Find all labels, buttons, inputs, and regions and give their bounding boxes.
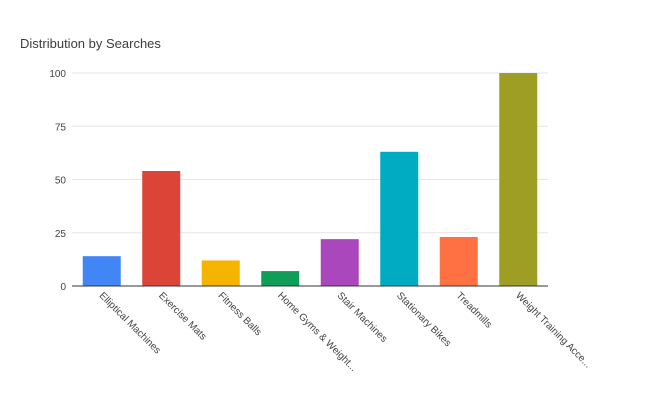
y-axis-tick-labels: 0 25 50 75 100 — [49, 69, 66, 293]
x-tick-label: Stationary Bikes — [394, 290, 453, 349]
bar — [380, 151, 419, 286]
bar — [142, 170, 181, 286]
x-tick-label: Stair Machines — [335, 290, 390, 345]
bar — [201, 260, 240, 286]
x-tick-label: Fitness Balls — [216, 290, 264, 338]
x-tick-label: Treadmills — [454, 290, 494, 330]
bars — [82, 73, 538, 286]
x-tick-label: Weight Training Acce... — [513, 290, 593, 370]
y-tick-label: 100 — [49, 69, 66, 80]
chart-title: Distribution by Searches — [20, 36, 161, 51]
y-tick-label: 25 — [55, 229, 67, 240]
y-tick-label: 0 — [60, 282, 66, 293]
y-tick-label: 50 — [55, 176, 67, 187]
bar — [499, 73, 538, 286]
x-tick-label: Elliptical Machines — [97, 290, 163, 356]
bar — [82, 256, 121, 286]
bar — [320, 239, 359, 286]
bar — [261, 271, 300, 286]
x-tick-label: Exercise Mats — [156, 290, 208, 342]
y-tick-label: 75 — [55, 122, 67, 133]
bar — [439, 237, 478, 286]
